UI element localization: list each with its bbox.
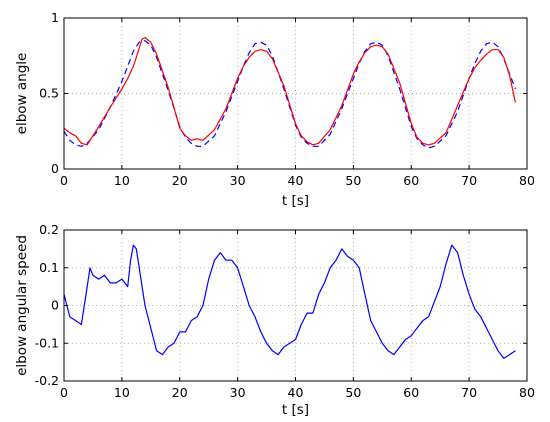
x-tick-label: 10 — [114, 385, 130, 400]
y-tick-label: 0 — [51, 161, 59, 176]
y-tick-label: 0.2 — [39, 222, 59, 237]
solid-series-line — [63, 36, 516, 146]
x-tick-label: 50 — [345, 173, 361, 188]
x-tick-label: 60 — [403, 173, 419, 188]
x-tick-label: 40 — [288, 385, 304, 400]
y-tick-label: -0.2 — [35, 373, 59, 388]
y-tick-label: 0.1 — [39, 260, 59, 275]
elbow-angle-panel: 0 10 20 30 40 50 60 70 80 0 0.5 1 t [s] elbow angle — [14, 10, 535, 209]
x-tick-label: 0 — [60, 173, 68, 188]
x-tick-label: 30 — [230, 173, 246, 188]
y-axis-label: elbow angle — [14, 53, 30, 135]
x-tick-label: 70 — [461, 173, 477, 188]
x-tick-label: 30 — [230, 385, 246, 400]
y-tick-label: 0 — [51, 298, 59, 313]
x-tick-label: 20 — [172, 385, 188, 400]
x-axis-label: t [s] — [282, 193, 309, 209]
x-tick-label: 10 — [114, 173, 130, 188]
x-tick-label: 0 — [60, 385, 68, 400]
y-tick-label: -0.1 — [35, 335, 59, 350]
x-tick-label: 60 — [403, 385, 419, 400]
x-tick-label: 70 — [461, 385, 477, 400]
x-tick-label: 50 — [345, 385, 361, 400]
x-tick-label: 80 — [519, 173, 535, 188]
x-tick-label: 20 — [172, 173, 188, 188]
solid-series-line — [63, 244, 516, 359]
elbow-angular-speed-panel: 0 10 20 30 40 50 60 70 80 -0.2 -0.1 0 0.1 0.2 t [s] elb… — [14, 222, 535, 418]
y-axis-label: elbow angular speed — [14, 235, 30, 376]
y-tick-label: 0.5 — [39, 86, 59, 101]
x-axis-label: t [s] — [282, 402, 309, 418]
dashed-series-line — [63, 40, 516, 149]
y-tick-label: 1 — [51, 10, 59, 25]
x-tick-label: 80 — [519, 385, 535, 400]
x-tick-label: 40 — [288, 173, 304, 188]
